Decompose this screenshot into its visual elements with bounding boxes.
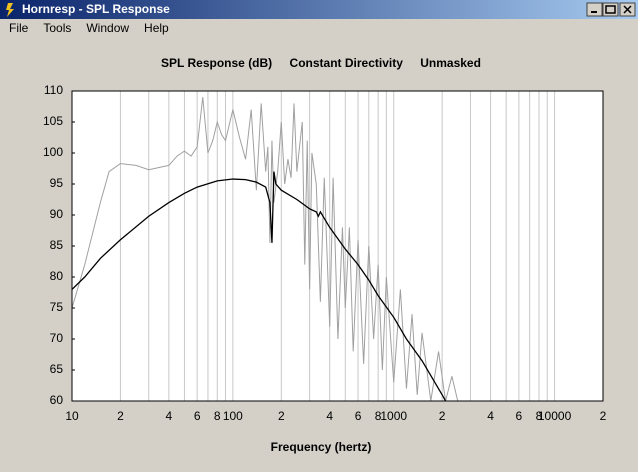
plot-area [72,91,603,401]
window-title: Hornresp - SPL Response [22,2,170,16]
title-bar [0,0,638,19]
lines [72,97,459,401]
y-tick-label: 65 [50,362,64,376]
x-tick-label: 6 [516,409,523,423]
y-tick-label: 110 [44,83,63,97]
y-tick-label: 95 [50,176,64,190]
x-tick-label: 4 [326,409,333,423]
app-icon [6,3,14,17]
series-line [72,97,459,401]
x-tick-label: 1000 [380,409,407,423]
menu-item[interactable]: File [9,21,29,35]
y-tick-label: 70 [50,331,64,345]
window-buttons [586,2,636,17]
x-tick-label: 4 [487,409,494,423]
maximize-glyph [605,5,616,14]
close-glyph [623,5,632,14]
menu-item[interactable]: Tools [43,21,71,35]
x-tick-label: 2 [439,409,446,423]
series-line [72,171,447,401]
x-axis-label: Frequency (hertz) [271,440,372,454]
x-tick-label: 8 [375,409,382,423]
menu-item[interactable]: Window [86,21,129,35]
y-tick-label: 90 [50,207,64,221]
minimize-button[interactable] [586,2,603,17]
x-tick-label: 6 [355,409,362,423]
x-tick-label: 8 [536,409,543,423]
x-tick-label: 100 [223,409,243,423]
x-tick-label: 10000 [538,409,572,423]
y-tick-label: 60 [50,393,64,407]
chart-title: SPL Response (dB) [161,56,272,70]
y-tick-label: 105 [43,114,63,128]
x-tick-label: 2 [278,409,285,423]
series-name: Constant Directivity [290,56,404,70]
y-tick-label: 75 [50,300,64,314]
x-tick-label: 2 [117,409,124,423]
menu-item[interactable]: Help [144,21,169,35]
y-tick-label: 80 [50,269,64,283]
plot-frame [71,90,604,402]
series-name: Unmasked [420,56,481,70]
menu-bar: File Tools Window Help [9,21,169,35]
x-tick-label: 4 [166,409,173,423]
x-tick-label: 8 [214,409,221,423]
x-tick-label: 6 [194,409,201,423]
y-tick-label: 85 [50,238,64,252]
x-tick-label: 10 [65,409,79,423]
x-tick-label: 2 [600,409,607,423]
y-tick-label: 100 [43,145,63,159]
chart-title-line: SPL Response (dB) Constant Directivity U… [161,56,481,70]
